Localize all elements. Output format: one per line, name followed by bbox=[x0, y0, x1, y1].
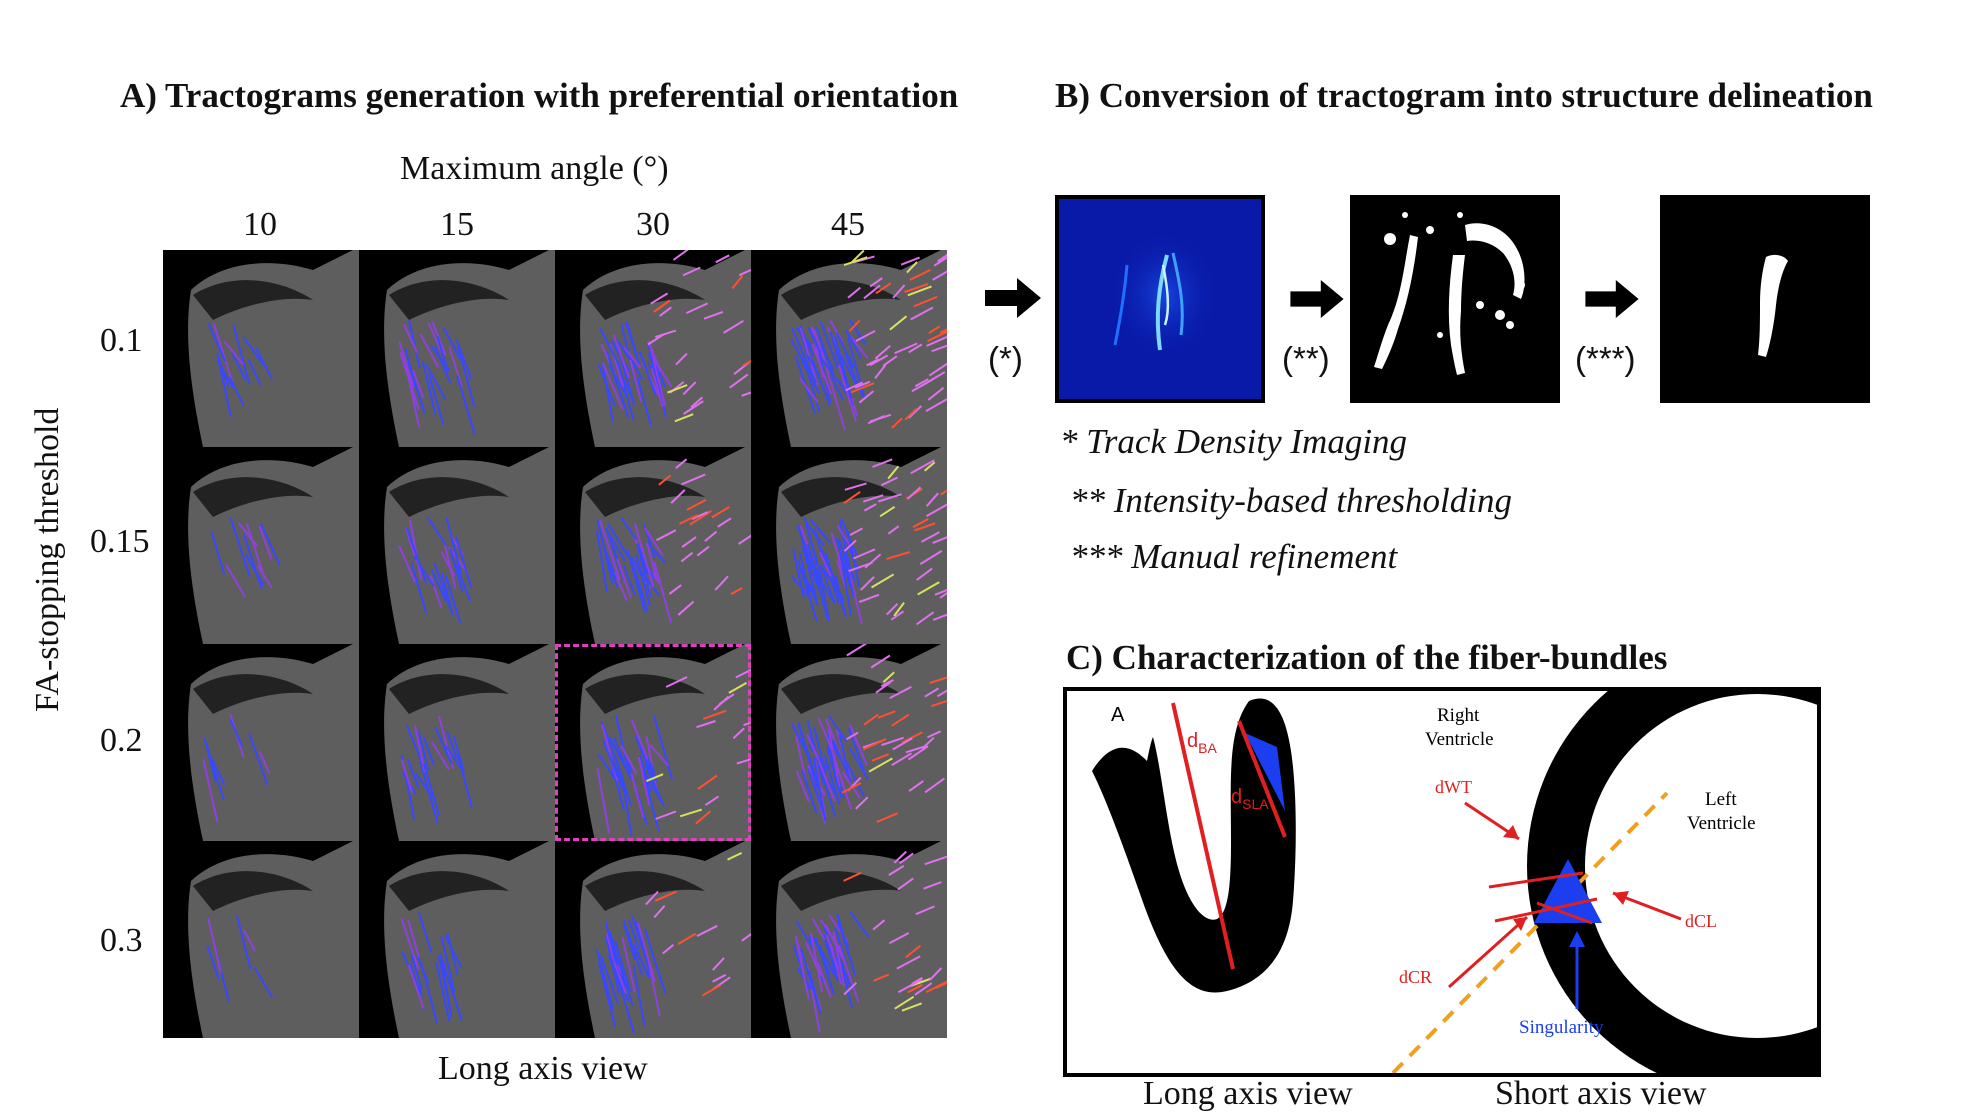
left-ventricle-label: Left Ventricle bbox=[1687, 789, 1756, 834]
col-label-30: 30 bbox=[636, 206, 670, 243]
arrow-right-icon bbox=[1585, 280, 1639, 318]
sla-region bbox=[1245, 733, 1285, 811]
note-2: ** Intensity-based thresholding bbox=[1070, 481, 1512, 520]
note-1: * Track Density Imaging bbox=[1060, 422, 1408, 461]
row-label-0.3: 0.3 bbox=[100, 922, 143, 959]
panel-a-bottom-label: Long axis view bbox=[438, 1050, 648, 1087]
step-label-3: (***) bbox=[1575, 340, 1636, 377]
d-ba-label: dBA bbox=[1187, 730, 1217, 756]
threshold-mask-image bbox=[1350, 195, 1560, 403]
panel-c-title: C) Characterization of the fiber-bundles bbox=[1066, 638, 1668, 677]
tractogram-cell-2-3 bbox=[751, 644, 947, 841]
arrow-right-icon bbox=[1290, 280, 1344, 318]
tractogram-cell-1-2 bbox=[555, 447, 751, 644]
col-label-15: 15 bbox=[440, 206, 474, 243]
characterization-box: A dBA dSLA Right Ventricle Left Ventricle … bbox=[1063, 687, 1821, 1077]
tractogram-cell-3-3 bbox=[751, 841, 947, 1038]
tractogram-cell-3-0 bbox=[163, 841, 359, 1038]
dwt-label: dWT bbox=[1435, 777, 1472, 797]
col-label-10: 10 bbox=[243, 206, 277, 243]
step-label-2: (**) bbox=[1282, 340, 1330, 377]
row-label-0.15: 0.15 bbox=[90, 523, 150, 560]
tractogram-grid bbox=[163, 250, 947, 1038]
panel-a-title: A) Tractograms generation with preferent… bbox=[120, 76, 959, 115]
short-axis-caption: Short axis view bbox=[1495, 1075, 1707, 1112]
tractogram-cell-3-2 bbox=[555, 841, 751, 1038]
selected-cell-highlight bbox=[555, 644, 751, 841]
marker-a: A bbox=[1111, 704, 1125, 726]
col-label-45: 45 bbox=[831, 206, 865, 243]
tractogram-cell-2-0 bbox=[163, 644, 359, 841]
d-ba-line bbox=[1171, 702, 1235, 970]
d-sla-line bbox=[1237, 720, 1287, 838]
tractogram-cell-0-1 bbox=[359, 250, 555, 447]
right-ventricle-label: Right Ventricle bbox=[1425, 705, 1494, 750]
tractogram-cell-2-2 bbox=[555, 644, 751, 841]
col-axis-title: Maximum angle (°) bbox=[400, 150, 669, 187]
singularity-label: Singularity bbox=[1519, 1017, 1604, 1038]
long-axis-caption: Long axis view bbox=[1143, 1075, 1353, 1112]
dcr-label: dCR bbox=[1399, 967, 1432, 987]
tractogram-cell-1-1 bbox=[359, 447, 555, 644]
tractogram-cell-0-0 bbox=[163, 250, 359, 447]
step-label-1: (*) bbox=[988, 340, 1023, 377]
tractogram-cell-2-1 bbox=[359, 644, 555, 841]
d-sla-label: dSLA bbox=[1231, 786, 1269, 812]
arrow-right-icon bbox=[985, 278, 1041, 318]
dcl-label: dCL bbox=[1685, 911, 1717, 931]
diagonal-axis bbox=[1391, 791, 1669, 1073]
tractogram-cell-3-1 bbox=[359, 841, 555, 1038]
tractogram-cell-1-3 bbox=[751, 447, 947, 644]
long-axis-heart-shape bbox=[1092, 698, 1296, 993]
row-label-0.2: 0.2 bbox=[100, 722, 143, 759]
refined-mask-image bbox=[1660, 195, 1870, 403]
panel-b-title: B) Conversion of tractogram into structu… bbox=[1055, 76, 1873, 115]
tdi-map-image bbox=[1055, 195, 1265, 403]
tractogram-cell-0-2 bbox=[555, 250, 751, 447]
note-3: *** Manual refinement bbox=[1070, 537, 1398, 576]
tractogram-cell-0-3 bbox=[751, 250, 947, 447]
tractogram-cell-1-0 bbox=[163, 447, 359, 644]
row-label-0.1: 0.1 bbox=[100, 322, 143, 359]
row-axis-title: FA-stopping threshold bbox=[29, 407, 66, 712]
